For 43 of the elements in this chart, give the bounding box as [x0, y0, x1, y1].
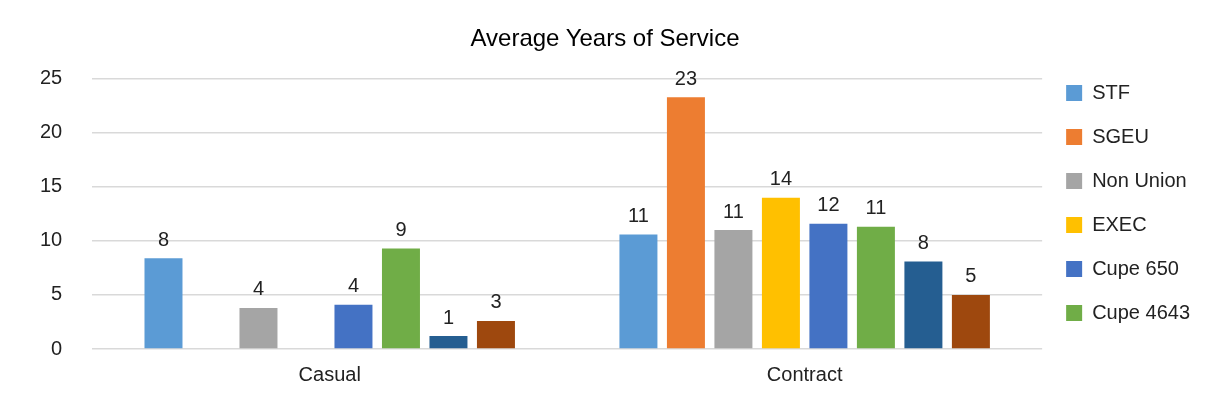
bar	[666, 97, 705, 349]
bar	[904, 261, 943, 349]
bar	[334, 304, 373, 349]
data-label: 4	[252, 277, 265, 300]
legend-label: STF	[1092, 80, 1130, 103]
data-label: 23	[674, 66, 698, 89]
y-tick-label: 10	[40, 228, 63, 251]
bar	[619, 234, 658, 349]
legend-label: Cupe 650	[1092, 256, 1179, 279]
y-tick-label: 0	[51, 336, 63, 359]
bar	[714, 230, 753, 349]
bar	[856, 226, 895, 349]
data-label: 1	[442, 305, 455, 328]
bar	[429, 336, 468, 349]
bar	[476, 320, 515, 349]
data-label: 4	[347, 274, 360, 297]
data-label: 3	[490, 290, 502, 313]
y-tick-label: 5	[51, 282, 63, 305]
legend-label: EXEC	[1092, 212, 1147, 235]
bar	[144, 258, 183, 349]
data-label: 11	[865, 196, 887, 219]
legend-label: SGEU	[1092, 124, 1149, 147]
data-label: 11	[628, 203, 649, 226]
data-label: 5	[965, 264, 977, 287]
data-label: 8	[917, 230, 929, 253]
data-label: 12	[817, 193, 840, 216]
x-tick-label: Casual	[298, 362, 361, 385]
y-tick-label: 20	[40, 120, 63, 143]
y-tick-label: 15	[40, 174, 63, 197]
bar	[239, 307, 278, 349]
data-label: 14	[769, 167, 793, 190]
legend-label: Non Union	[1092, 168, 1187, 191]
bar	[381, 248, 420, 349]
data-label: 11	[723, 199, 744, 222]
x-tick-label: Contract	[766, 362, 843, 385]
y-tick-label: 25	[40, 66, 63, 89]
legend-label: Cupe 4643	[1092, 300, 1191, 323]
bar	[761, 197, 800, 349]
chart-title: Average Years of Service	[470, 24, 740, 52]
bar	[951, 294, 990, 349]
bar	[809, 223, 848, 349]
data-label: 8	[157, 227, 170, 250]
data-label: 9	[395, 218, 407, 240]
